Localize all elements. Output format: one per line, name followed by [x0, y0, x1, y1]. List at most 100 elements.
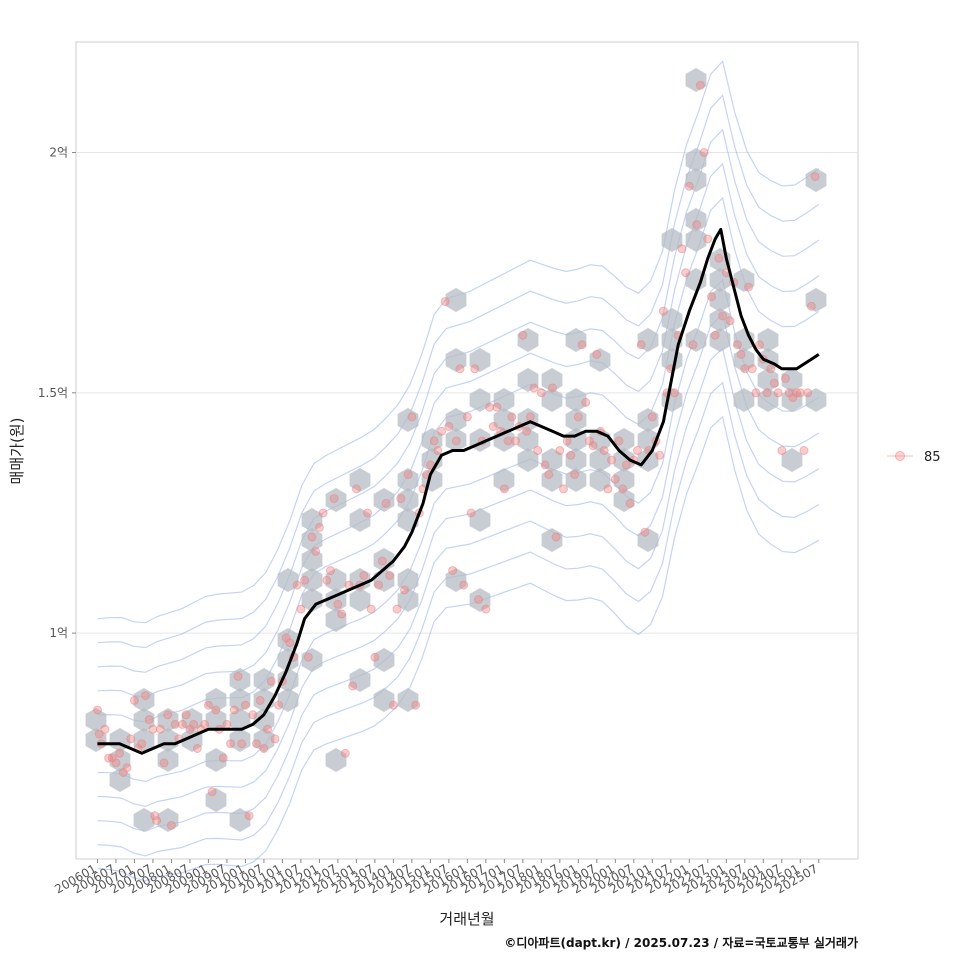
hexbin-cell — [637, 328, 659, 352]
data-point — [433, 446, 443, 455]
trend-line-layer — [97, 227, 820, 755]
hexbin-cell — [685, 328, 707, 352]
data-point — [736, 349, 746, 359]
data-point — [181, 710, 191, 720]
data-point — [518, 330, 528, 340]
data-point — [392, 604, 402, 614]
data-point — [710, 330, 720, 340]
data-point — [437, 426, 446, 436]
data-point — [374, 580, 384, 590]
data-point — [233, 671, 243, 681]
data-point — [636, 340, 646, 350]
hexbin-cell — [157, 808, 179, 832]
hexbin-cell — [349, 508, 371, 532]
data-point — [607, 455, 617, 465]
hexbin-cell — [733, 388, 755, 412]
data-point — [588, 441, 598, 451]
y-tick-label: 2억 — [49, 146, 68, 160]
density-contour — [97, 313, 820, 807]
hexbin-cell — [637, 408, 659, 432]
data-point — [481, 604, 491, 614]
data-point — [407, 412, 417, 422]
scatter-points — [93, 80, 820, 830]
data-point — [470, 364, 480, 374]
data-point — [207, 787, 217, 797]
data-point — [570, 470, 580, 479]
data-point — [166, 820, 176, 830]
data-point — [150, 811, 160, 821]
hexbin-cell — [133, 708, 155, 732]
data-point — [303, 652, 313, 662]
hexbin-cell — [85, 708, 107, 732]
hexbin-cell — [781, 368, 803, 392]
data-point — [806, 301, 816, 311]
hexbin-cell — [637, 448, 659, 472]
x-axis-title: 거래년월 — [439, 910, 494, 928]
data-point — [695, 80, 705, 90]
data-point — [292, 580, 302, 590]
data-point — [159, 758, 169, 768]
hexbin-cell — [805, 288, 827, 312]
data-point — [577, 340, 587, 350]
data-point — [621, 460, 631, 470]
y-axis-ticks: 1억 1.5억 2억 — [38, 146, 76, 640]
data-point — [777, 446, 787, 455]
data-point — [681, 268, 691, 278]
data-point — [688, 340, 698, 350]
hexbin-cell — [733, 268, 755, 292]
hexbin-cell — [349, 668, 371, 692]
data-point — [555, 446, 565, 455]
data-point — [703, 234, 713, 244]
data-point — [744, 282, 753, 292]
data-point — [725, 316, 735, 326]
hexbin-cell — [253, 728, 275, 752]
hexbin-cell — [205, 788, 227, 812]
data-point — [152, 816, 162, 826]
y-tick-label: 1억 — [49, 626, 68, 640]
data-point — [781, 373, 790, 383]
data-point — [115, 748, 125, 758]
hexbin-cell — [757, 328, 779, 352]
data-point — [795, 388, 805, 398]
hexbin-cell — [157, 748, 179, 772]
hexbin-cell — [445, 428, 467, 452]
data-point — [111, 758, 121, 768]
data-point — [363, 508, 372, 518]
data-point — [129, 695, 139, 705]
hexbin-cell — [709, 308, 731, 332]
hexbin-cell — [109, 768, 131, 792]
hexbin-cell — [541, 528, 563, 552]
data-point — [773, 388, 783, 398]
hexbin-cell — [685, 68, 707, 92]
hexbin-cell — [373, 648, 395, 672]
data-point — [511, 436, 520, 446]
hexbin-cell — [685, 208, 707, 232]
hexbin-cell — [325, 608, 347, 632]
hexbin-cell — [613, 448, 635, 472]
data-point — [485, 402, 495, 412]
data-point — [684, 181, 694, 191]
data-point — [762, 388, 772, 398]
hexbin-cell — [541, 368, 563, 392]
hexbin-cell — [301, 508, 323, 532]
hexbin-cell — [685, 168, 707, 192]
data-point — [122, 763, 132, 773]
hexbin-cell — [325, 568, 347, 592]
data-point — [218, 753, 228, 763]
data-point — [740, 364, 750, 374]
hexbin-cell — [469, 588, 491, 612]
hexbin-cell — [685, 148, 707, 172]
data-point — [211, 705, 221, 715]
data-point — [274, 700, 284, 710]
data-point — [707, 292, 716, 302]
hexbin-cell — [781, 388, 803, 412]
data-point — [100, 724, 110, 734]
data-point — [93, 705, 102, 715]
data-point — [94, 729, 104, 739]
data-point — [307, 532, 317, 542]
data-point — [266, 676, 276, 686]
data-point — [699, 148, 709, 157]
hexbin-cell — [133, 808, 155, 832]
data-point — [411, 700, 421, 710]
data-point — [400, 585, 409, 595]
